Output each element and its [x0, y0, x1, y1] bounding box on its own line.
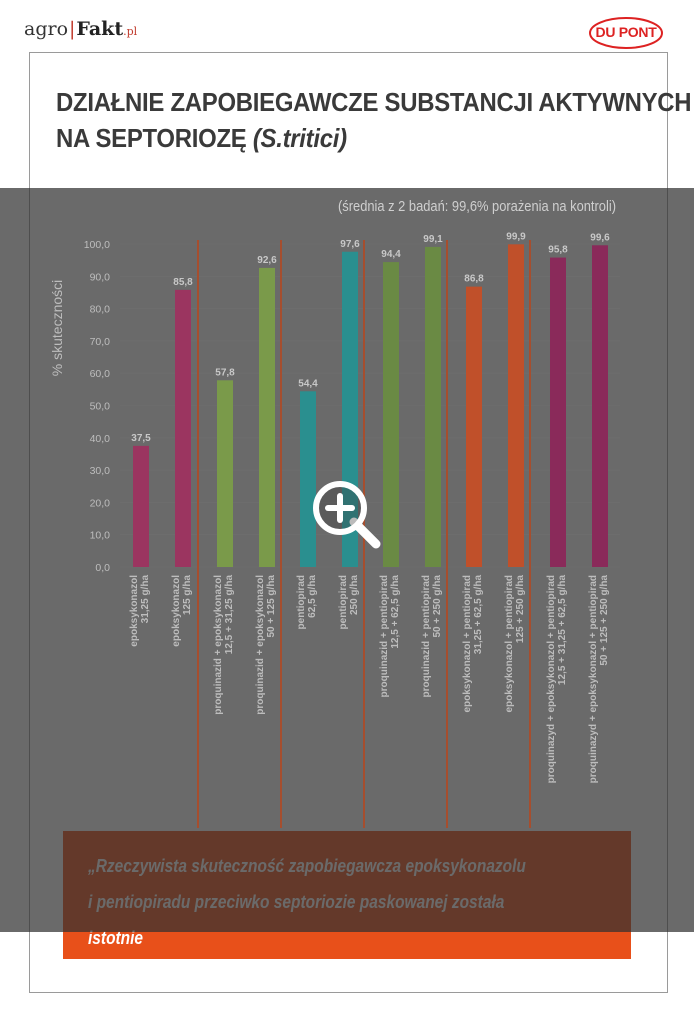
bar: [383, 262, 399, 567]
dupont-logo-oval: [589, 17, 663, 49]
bar: [175, 289, 191, 567]
data-label: 95,8: [548, 245, 568, 256]
category-label: 12,5 + 62,5 g/ha: [390, 575, 401, 649]
y-tick-label: 40,0: [90, 433, 111, 445]
data-label: 86,8: [464, 274, 484, 285]
y-tick-label: 90,0: [90, 271, 111, 283]
bar: [592, 245, 608, 567]
data-label: 99,1: [423, 234, 443, 245]
chart-subtitle: (średnia z 2 badań: 99,6% porażenia na k…: [338, 198, 616, 215]
category-label: proquinazyd + epoksykonazol + pentiopira…: [546, 575, 557, 783]
dupont-logo: DU PONT: [595, 24, 657, 40]
title-line-2: NA SEPTORIOZĘ (S.tritici): [56, 120, 691, 156]
category-label: 50 + 125 g/ha: [266, 575, 277, 638]
category-label: 250 g/ha: [349, 575, 360, 615]
title-species: (S.tritici): [252, 123, 347, 153]
category-label: epoksykonazol + pentiopirad: [504, 575, 515, 713]
data-label: 99,6: [590, 232, 610, 243]
logo-pl-text: .pl: [123, 25, 138, 38]
title-line-1: DZIAŁNIE ZAPOBIEGAWCZE SUBSTANCJI AKTYWN…: [56, 87, 692, 117]
title-line-2-prefix: NA SEPTORIOZĘ: [56, 123, 253, 153]
category-label: 31,25 + 62,5 g/ha: [473, 575, 484, 655]
category-label: 12,5 + 31,25 g/ha: [224, 575, 235, 655]
zoom-in-icon[interactable]: [310, 478, 386, 554]
category-label: epoksykonazol: [129, 575, 140, 647]
bar: [550, 257, 566, 567]
data-label: 54,4: [298, 378, 318, 389]
efficacy-bar-chart: (średnia z 2 badań: 99,6% porażenia na k…: [49, 198, 620, 828]
category-label: 125 + 250 g/ha: [515, 575, 526, 644]
data-label: 99,9: [506, 231, 526, 242]
y-tick-label: 50,0: [90, 401, 111, 413]
y-axis-label: % skuteczności: [49, 280, 65, 376]
y-tick-label: 100,0: [84, 239, 110, 251]
data-label: 94,4: [381, 249, 401, 260]
y-tick-label: 70,0: [90, 336, 111, 348]
category-label: epoksykonazol: [171, 575, 182, 647]
category-label: proquinazyd + epoksykonazol + pentiopira…: [588, 575, 599, 783]
bar: [466, 286, 482, 567]
category-label: 12,5 + 31,25 + 62,5 g/ha: [557, 575, 568, 686]
y-tick-label: 20,0: [90, 497, 111, 509]
page-title: DZIAŁNIE ZAPOBIEGAWCZE SUBSTANCJI AKTYWN…: [56, 84, 692, 156]
bar: [508, 244, 524, 567]
category-label: proquinazid + epoksykonazol: [213, 575, 224, 715]
logo-agro-text: agro: [24, 18, 69, 40]
bar: [300, 391, 316, 567]
category-label: proquinazid + epoksykonazol: [255, 575, 266, 715]
data-label: 92,6: [257, 255, 277, 266]
bar: [425, 246, 441, 568]
category-label: 31,25 g/ha: [140, 575, 151, 624]
category-label: proquinazid + pentiopirad: [421, 575, 432, 698]
category-label: epoksykonazol + pentiopirad: [462, 575, 473, 713]
data-label: 37,5: [131, 433, 151, 444]
category-label: pentiopirad: [338, 575, 349, 629]
y-tick-label: 60,0: [90, 368, 111, 380]
bar: [217, 380, 233, 567]
category-label: proquinazid + pentiopirad: [379, 575, 390, 698]
agrofakt-logo[interactable]: agro|Fakt.pl: [24, 18, 137, 40]
category-label: 125 g/ha: [182, 575, 193, 615]
data-label: 85,8: [173, 277, 193, 288]
logo-fakt-text: Fakt: [76, 18, 124, 40]
category-label: 50 + 250 g/ha: [432, 575, 443, 638]
y-tick-label: 0,0: [95, 562, 110, 574]
y-tick-label: 80,0: [90, 304, 111, 316]
data-label: 97,6: [340, 239, 360, 250]
bar: [133, 445, 149, 567]
data-label: 57,8: [215, 367, 235, 378]
logo-separator: |: [69, 18, 76, 40]
y-tick-label: 10,0: [90, 530, 111, 542]
category-label: 62,5 g/ha: [307, 575, 318, 618]
category-label: 50 + 125 + 250 g/ha: [599, 575, 610, 666]
y-tick-label: 30,0: [90, 465, 111, 477]
bar: [259, 267, 275, 567]
category-label: pentiopirad: [296, 575, 307, 629]
